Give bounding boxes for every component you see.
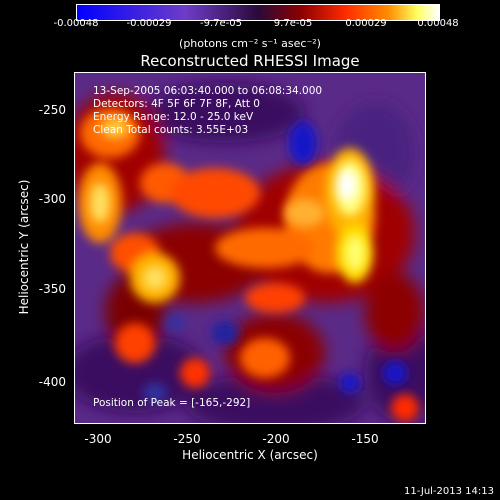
colorbar-units: (photons cm⁻² s⁻¹ asec⁻²)	[179, 37, 321, 50]
y-tick-label: -400	[38, 375, 66, 389]
energy-range: Energy Range: 12.0 - 25.0 keV	[93, 111, 254, 123]
rhessi-image: 13-Sep-2005 06:03:40.000 to 06:08:34.000…	[74, 72, 426, 424]
timestamp: 11-Jul-2013 14:13	[403, 486, 494, 497]
colorbar-tick: -0.00029	[126, 18, 172, 29]
detectors-info: Detectors: 4F 5F 6F 7F 8F, Att 0	[93, 98, 260, 110]
y-tick-label: -250	[38, 103, 66, 117]
x-tick-label: -150	[351, 432, 379, 446]
x-tick-label: -250	[173, 432, 201, 446]
colorbar-tick: 0.00048	[417, 18, 459, 29]
rhessi-image-map	[75, 73, 425, 423]
x-tick-label: -300	[84, 432, 112, 446]
x-axis-label: Heliocentric X (arcsec)	[182, 448, 318, 462]
y-tick-label: -350	[38, 282, 66, 296]
colorbar-tick: 0.00029	[345, 18, 387, 29]
total-counts: Clean Total counts: 3.55E+03	[93, 124, 249, 136]
colorbar-tick: 9.7e-05	[273, 18, 313, 29]
colorbar	[76, 4, 440, 21]
image-title: Reconstructed RHESSI Image	[140, 52, 360, 70]
colorbar-tick: -9.7e-05	[200, 18, 242, 29]
x-tick-label: -200	[262, 432, 290, 446]
y-axis-label: Heliocentric Y (arcsec)	[17, 179, 31, 315]
y-tick-label: -300	[38, 192, 66, 206]
time-range: 13-Sep-2005 06:03:40.000 to 06:08:34.000	[93, 85, 323, 97]
peak-position: Position of Peak = [-165,-292]	[93, 397, 251, 409]
colorbar-tick: -0.00048	[53, 18, 99, 29]
